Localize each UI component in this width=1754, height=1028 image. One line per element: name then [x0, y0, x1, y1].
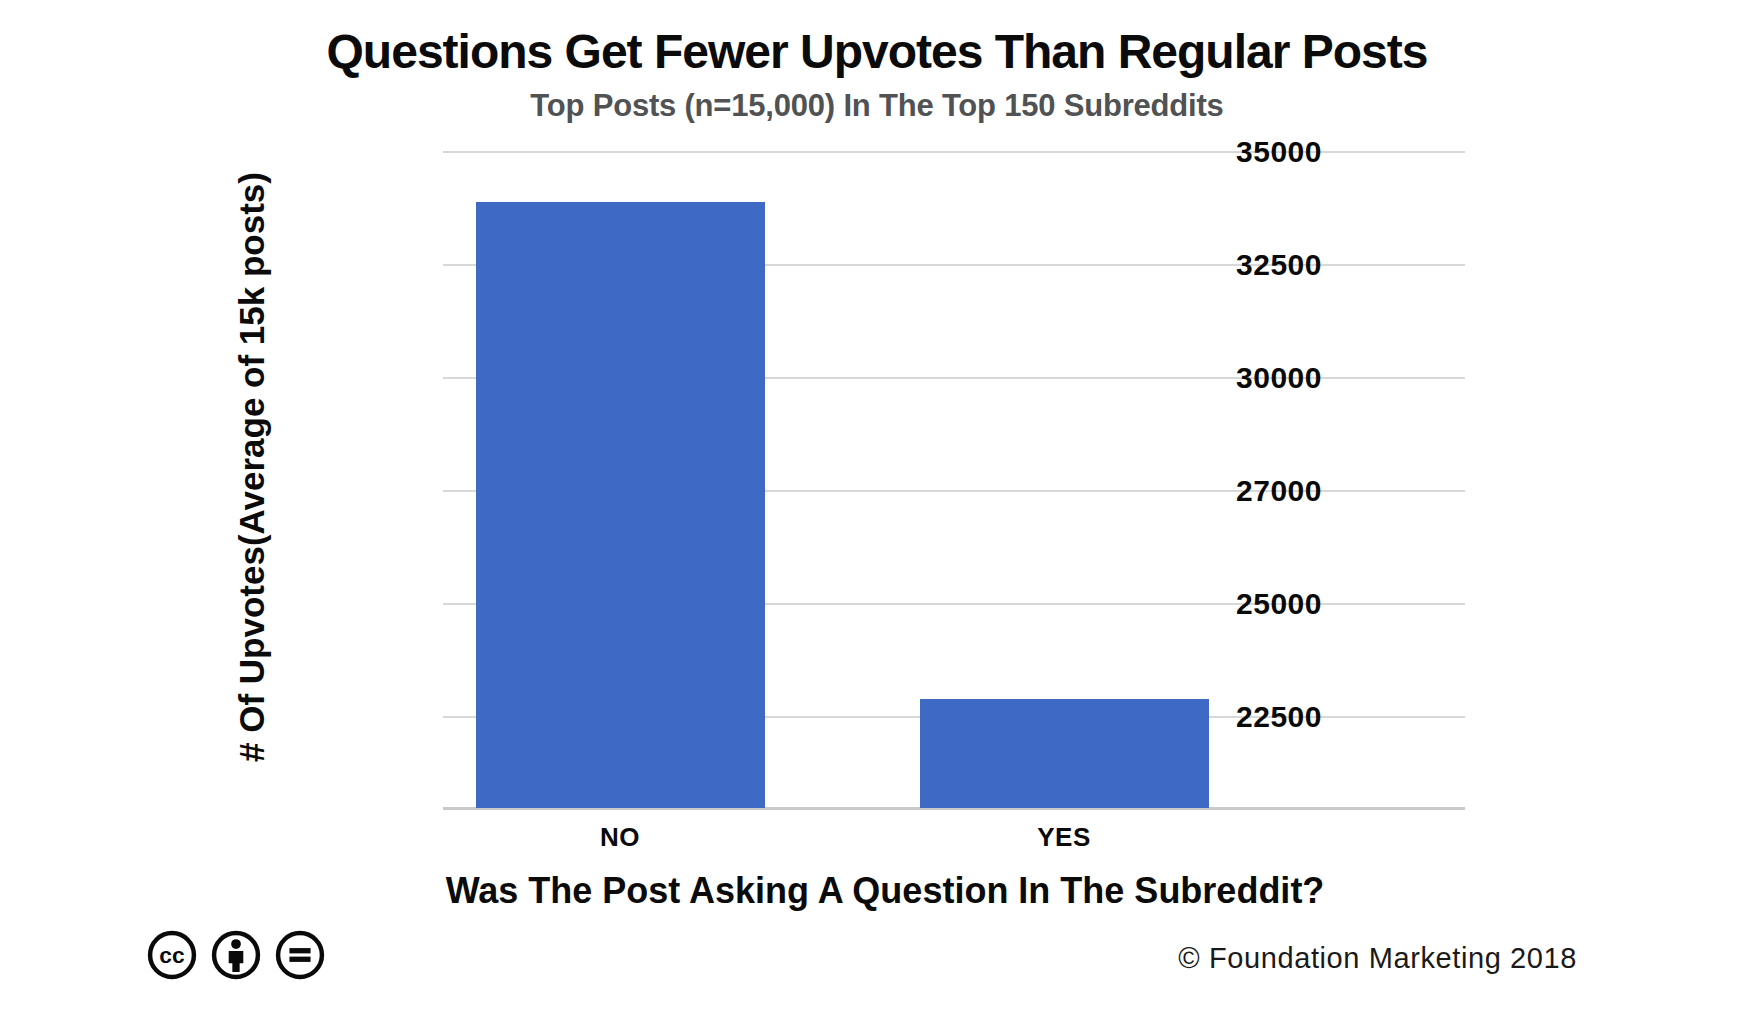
y-axis-title: # Of Upvotes(Average of 15k posts)	[232, 172, 272, 762]
ytick-label: 27000	[1236, 474, 1322, 508]
svg-text:cc: cc	[159, 942, 184, 968]
chart-title: Questions Get Fewer Upvotes Than Regular…	[0, 24, 1754, 79]
ytick-label: 32500	[1236, 248, 1322, 282]
ytick-label: 25000	[1236, 587, 1322, 621]
bar-yes	[920, 699, 1209, 808]
ytick-label: 30000	[1236, 361, 1322, 395]
chart-canvas: Questions Get Fewer Upvotes Than Regular…	[0, 0, 1754, 1028]
copyright-credit: © Foundation Marketing 2018	[1178, 942, 1577, 975]
xtick-label-yes: YES	[1037, 822, 1091, 853]
cc-icon: cc	[146, 929, 198, 981]
ytick-label: 35000	[1236, 135, 1322, 169]
cc-nd-icon	[274, 929, 326, 981]
cc-by-icon	[210, 929, 262, 981]
bar-no	[476, 202, 765, 808]
x-axis-title: Was The Post Asking A Question In The Su…	[0, 870, 1754, 912]
ytick-label: 22500	[1236, 700, 1322, 734]
chart-subtitle: Top Posts (n=15,000) In The Top 150 Subr…	[0, 88, 1754, 124]
xtick-label-no: NO	[600, 822, 640, 853]
license-icons: cc	[146, 929, 326, 981]
